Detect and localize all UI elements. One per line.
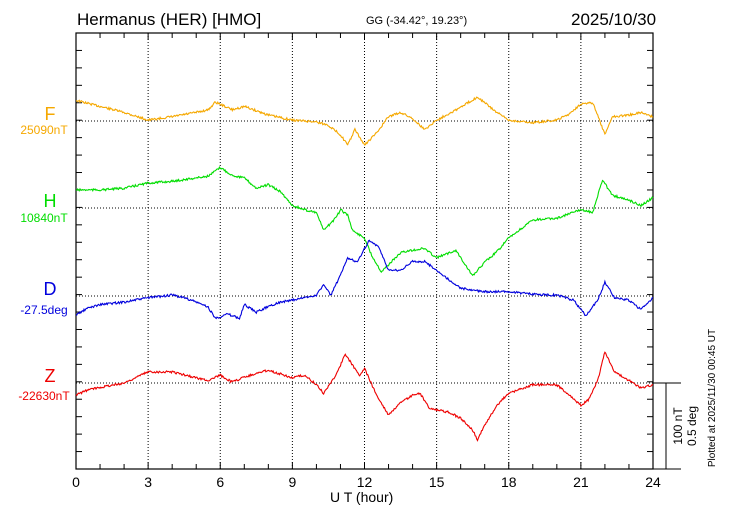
plotted-timestamp: Plotted at 2025/11/30 00:45 UT <box>707 328 718 468</box>
series-baseline-D: -27.5deg <box>20 303 67 317</box>
x-tick-label: 24 <box>645 474 661 490</box>
scale-bar-nt: 100 nT <box>671 407 685 445</box>
x-tick-label: 6 <box>216 474 224 490</box>
plot-frame <box>75 32 654 470</box>
series-name-H: H <box>44 191 57 211</box>
series-baseline-F: 25090nT <box>20 123 68 137</box>
x-tick-label: 18 <box>501 474 517 490</box>
coordinates: GG (-34.42°, 19.23°) <box>366 15 468 27</box>
series-line-F <box>75 96 654 146</box>
series-line-D <box>75 239 654 321</box>
station-title: Hermanus (HER) [HMO] <box>77 10 262 29</box>
x-tick-label: 9 <box>288 474 296 490</box>
series-baseline-H: 10840nT <box>20 211 68 225</box>
series-name-F: F <box>45 104 56 124</box>
series-baseline-Z: -22630nT <box>18 389 70 403</box>
x-tick-label: 0 <box>72 474 80 490</box>
x-tick-label: 3 <box>144 474 152 490</box>
series-line-H <box>75 165 654 277</box>
date: 2025/10/30 <box>571 10 657 29</box>
series-line-Z <box>75 351 654 442</box>
x-tick-label: 21 <box>573 474 589 490</box>
x-axis-label: U T (hour) <box>330 489 394 505</box>
series-name-D: D <box>44 279 57 299</box>
scale-bar-deg: 0.5 deg <box>685 405 699 447</box>
series-name-Z: Z <box>45 366 56 386</box>
x-tick-label: 15 <box>429 474 445 490</box>
x-tick-label: 12 <box>357 474 373 490</box>
